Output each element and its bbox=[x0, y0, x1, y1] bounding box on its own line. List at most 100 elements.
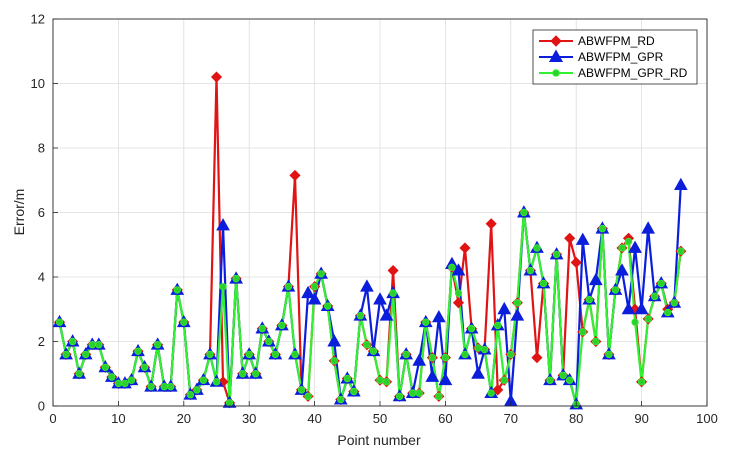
data-point-circle bbox=[252, 370, 260, 378]
data-point-circle bbox=[474, 344, 482, 352]
legend-marker-triangle bbox=[548, 49, 564, 63]
data-point-circle bbox=[376, 376, 384, 384]
data-point-triangle bbox=[327, 334, 342, 347]
data-point-circle bbox=[147, 382, 155, 391]
data-point-diamond bbox=[564, 232, 576, 244]
data-point-circle bbox=[265, 337, 273, 346]
data-point-circle bbox=[644, 315, 652, 323]
data-point-circle bbox=[134, 347, 142, 355]
data-point-circle bbox=[173, 286, 181, 294]
data-point-circle bbox=[382, 378, 391, 386]
data-point-diamond bbox=[459, 242, 471, 254]
data-point-circle bbox=[552, 250, 561, 259]
data-point-triangle bbox=[379, 308, 394, 321]
data-point-circle bbox=[88, 341, 96, 349]
data-point-circle bbox=[605, 350, 613, 359]
data-point-circle bbox=[225, 399, 234, 407]
legend-label-gpr-rd: ABWFPM_GPR_RD bbox=[578, 66, 688, 80]
data-point-circle bbox=[533, 244, 541, 252]
x-tick-label: 70 bbox=[504, 411, 518, 426]
data-point-circle bbox=[415, 389, 423, 397]
data-point-circle bbox=[664, 308, 672, 317]
data-point-circle bbox=[193, 386, 201, 394]
data-point-circle bbox=[297, 386, 306, 394]
data-point-circle bbox=[494, 321, 502, 330]
data-point-circle bbox=[592, 337, 600, 346]
data-point-circle bbox=[677, 247, 685, 255]
data-point-triangle bbox=[432, 309, 446, 323]
data-point-circle bbox=[356, 312, 365, 320]
data-point-circle bbox=[323, 302, 332, 310]
legend-label-rd: ABWFPM_RD bbox=[578, 34, 655, 48]
x-tick-label: 40 bbox=[307, 411, 321, 426]
data-point-circle bbox=[75, 370, 83, 378]
data-point-circle bbox=[637, 378, 646, 386]
data-point-circle bbox=[160, 382, 168, 391]
data-point-triangle bbox=[412, 353, 427, 366]
data-point-circle bbox=[585, 295, 593, 304]
data-point-diamond bbox=[485, 218, 497, 230]
data-point-circle bbox=[624, 237, 633, 246]
data-point-circle bbox=[140, 363, 149, 371]
data-point-circle bbox=[206, 350, 214, 359]
data-point-triangle bbox=[216, 218, 230, 231]
data-point-circle bbox=[258, 324, 266, 333]
data-point-triangle bbox=[471, 366, 485, 379]
x-tick-label: 0 bbox=[49, 411, 56, 426]
data-point-circle bbox=[579, 328, 587, 336]
data-point-circle bbox=[62, 350, 70, 359]
data-point-circle bbox=[487, 389, 495, 397]
data-point-circle bbox=[68, 337, 77, 346]
x-tick-label: 80 bbox=[569, 411, 583, 426]
data-point-circle bbox=[428, 353, 437, 362]
data-point-triangle bbox=[301, 285, 315, 299]
y-tick-label: 4 bbox=[38, 270, 45, 285]
data-point-diamond bbox=[531, 352, 543, 364]
data-point-circle bbox=[180, 318, 188, 326]
data-point-circle bbox=[343, 374, 351, 383]
data-point-circle bbox=[395, 392, 404, 401]
data-point-triangle bbox=[615, 263, 629, 276]
data-point-triangle bbox=[373, 292, 387, 305]
data-point-circle bbox=[167, 382, 175, 391]
data-point-diamond bbox=[289, 169, 301, 181]
data-point-triangle bbox=[425, 369, 440, 382]
data-point-triangle bbox=[588, 272, 603, 286]
data-point-circle bbox=[441, 353, 450, 362]
data-point-circle bbox=[186, 391, 195, 399]
legend-item-gpr-rd: ABWFPM_GPR_RD bbox=[539, 66, 688, 80]
data-point-circle bbox=[657, 279, 665, 288]
data-point-circle bbox=[81, 350, 90, 359]
data-point-circle bbox=[539, 279, 548, 288]
legend-marker-diamond bbox=[550, 35, 562, 47]
axes: 0 10 20 30 40 50 60 70 80 90 100 0 2 4 6 8 10 12 bbox=[31, 12, 718, 427]
x-tick-label: 20 bbox=[177, 411, 191, 426]
data-point-diamond bbox=[452, 297, 465, 309]
legend-item-gpr: ABWFPM_GPR bbox=[539, 49, 664, 64]
data-point-circle bbox=[330, 357, 338, 365]
data-point-diamond bbox=[570, 256, 582, 269]
data-point-circle bbox=[278, 321, 286, 330]
data-point-circle bbox=[526, 266, 535, 275]
data-point-circle bbox=[611, 286, 620, 294]
data-point-circle bbox=[363, 341, 371, 349]
data-point-circle bbox=[101, 363, 110, 371]
data-point-circle bbox=[467, 324, 476, 333]
y-tick-label: 10 bbox=[31, 76, 45, 91]
data-point-circle bbox=[350, 387, 358, 396]
data-point-circle bbox=[631, 318, 639, 326]
data-point-triangle bbox=[438, 372, 453, 386]
data-point-circle bbox=[284, 282, 293, 291]
data-point-circle bbox=[650, 292, 659, 301]
legend-marker-circle bbox=[552, 69, 560, 77]
legend-item-rd: ABWFPM_RD bbox=[539, 34, 655, 48]
data-point-triangle bbox=[628, 240, 642, 253]
data-point-circle bbox=[127, 376, 136, 384]
y-axis-label: Error/m bbox=[11, 189, 27, 236]
x-tick-label: 60 bbox=[438, 411, 452, 426]
series-line-ABWFPM_GPR_RD bbox=[58, 211, 682, 406]
data-point-circle bbox=[448, 263, 456, 272]
data-point-circle bbox=[153, 341, 162, 349]
data-point-circle bbox=[500, 376, 508, 384]
data-point-circle bbox=[520, 208, 528, 217]
